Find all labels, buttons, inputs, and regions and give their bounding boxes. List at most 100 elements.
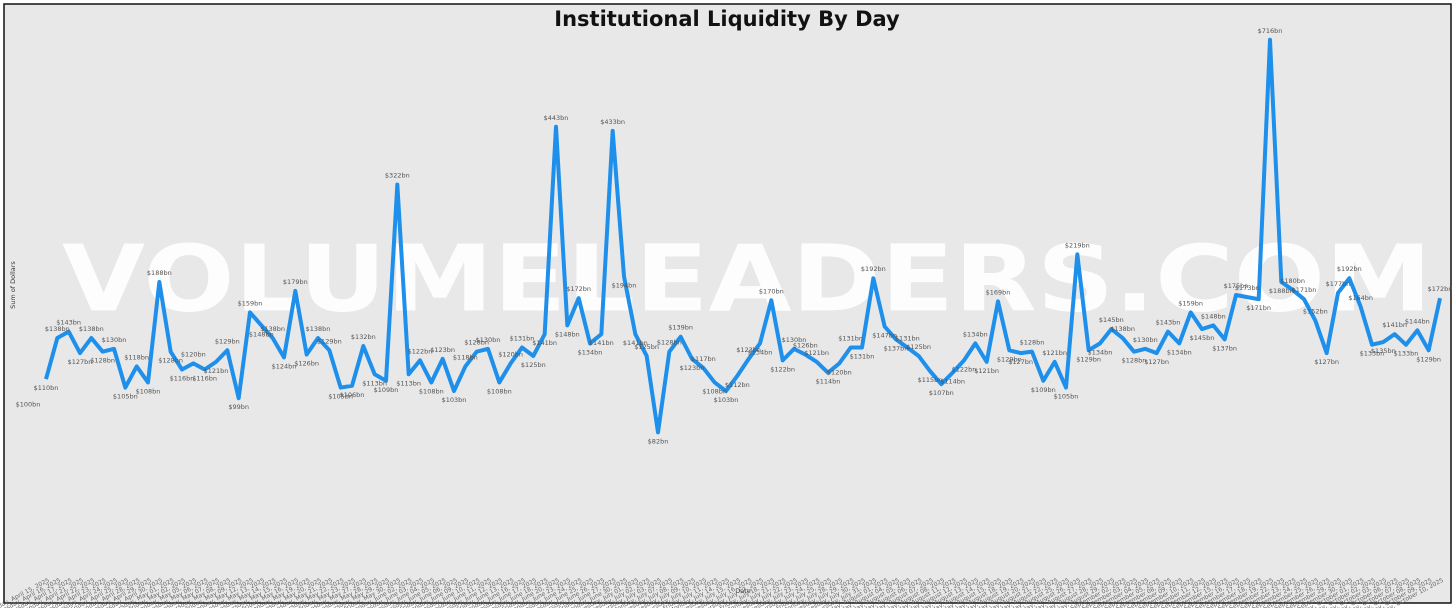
value-label: $127bn xyxy=(1314,358,1339,366)
value-label: $118bn xyxy=(124,353,149,361)
value-label: $148bn xyxy=(555,330,580,338)
value-label: $179bn xyxy=(283,278,308,286)
value-label: $141bn xyxy=(589,339,614,347)
value-label: $128bn xyxy=(1122,357,1147,365)
value-label: $169bn xyxy=(986,288,1011,296)
value-label: $109bn xyxy=(374,386,399,394)
watermark: VOLUMELEADERS.COM xyxy=(62,225,1432,332)
value-label: $141bn xyxy=(532,339,557,347)
value-label: $109bn xyxy=(1031,386,1056,394)
annotation: $100bn xyxy=(16,400,41,408)
value-label: $126bn xyxy=(294,360,319,368)
value-label: $130bn xyxy=(1133,336,1158,344)
value-label: $120bn xyxy=(181,350,206,358)
value-label: $123bn xyxy=(430,346,455,354)
value-label: $108bn xyxy=(136,387,161,395)
value-label: $114bn xyxy=(816,378,841,386)
value-label: $107bn xyxy=(929,389,954,397)
value-label: $106bn xyxy=(340,391,365,399)
x-axis-label: Date xyxy=(735,587,751,595)
value-label: $138bn xyxy=(45,325,70,333)
value-label: $130bn xyxy=(782,336,807,344)
value-label: $138bn xyxy=(260,325,285,333)
value-label: $152bn xyxy=(1303,308,1328,316)
value-label: $128bn xyxy=(158,357,183,365)
value-label: $126bn xyxy=(793,342,818,350)
value-label: $322bn xyxy=(385,172,410,180)
value-label: $133bn xyxy=(1394,350,1419,358)
value-label: $82bn xyxy=(648,437,669,445)
value-label: $133bn xyxy=(1360,350,1385,358)
value-label: $137bn xyxy=(884,344,909,352)
value-label: $103bn xyxy=(442,396,467,404)
chart-title: Institutional Liquidity By Day xyxy=(554,7,900,31)
value-label: $148bn xyxy=(1201,312,1226,320)
value-label: $131bn xyxy=(850,352,875,360)
value-label: $147bn xyxy=(872,332,897,340)
value-label: $128bn xyxy=(90,357,115,365)
value-label: $122bn xyxy=(952,365,977,373)
value-label: $121bn xyxy=(974,367,999,375)
value-label: $121bn xyxy=(204,367,229,375)
value-label: $127bn xyxy=(1144,358,1169,366)
value-label: $121bn xyxy=(1042,349,1067,357)
value-label: $130bn xyxy=(102,336,127,344)
value-label: $716bn xyxy=(1258,27,1283,35)
value-label: $131bn xyxy=(838,334,863,342)
value-label: $129bn xyxy=(317,337,342,345)
value-label: $175bn xyxy=(1224,282,1249,290)
value-label: $125bn xyxy=(634,343,659,351)
value-label: $105bn xyxy=(328,393,353,401)
value-label: $141bn xyxy=(623,339,648,347)
value-label: $192bn xyxy=(1337,265,1362,273)
value-label: $125bn xyxy=(906,343,931,351)
value-label: $129bn xyxy=(1416,355,1441,363)
value-label: $177bn xyxy=(1326,280,1351,288)
value-label: $131bn xyxy=(510,334,535,342)
value-label: $116bn xyxy=(192,375,217,383)
value-label: $159bn xyxy=(1178,299,1203,307)
value-label: $137bn xyxy=(1212,344,1237,352)
value-label: $443bn xyxy=(544,114,569,122)
value-label: $128bn xyxy=(657,339,682,347)
value-label: $135bn xyxy=(1371,347,1396,355)
value-label: $433bn xyxy=(600,118,625,126)
value-label: $108bn xyxy=(487,387,512,395)
value-label: $219bn xyxy=(1065,241,1090,249)
value-label: $108bn xyxy=(419,387,444,395)
value-label: $129bn xyxy=(215,337,240,345)
value-label: $128bn xyxy=(1020,339,1045,347)
value-label: $134bn xyxy=(1088,348,1113,356)
value-label: $110bn xyxy=(34,384,59,392)
value-label: $148bn xyxy=(249,330,274,338)
value-label: $164bn xyxy=(1348,294,1373,302)
value-label: $127bn xyxy=(68,358,93,366)
value-label: $115bn xyxy=(918,376,943,384)
value-label: $144bn xyxy=(1405,317,1430,325)
value-label: $172bn xyxy=(566,285,591,293)
value-label: $145bn xyxy=(1190,334,1215,342)
value-label: $171bn xyxy=(1292,286,1317,294)
value-label: $143bn xyxy=(56,319,81,327)
value-label: $116bn xyxy=(170,375,195,383)
value-label: $118bn xyxy=(453,353,478,361)
value-label: $139bn xyxy=(668,324,693,332)
value-label: $123bn xyxy=(736,346,761,354)
value-label: $143bn xyxy=(1156,319,1181,327)
value-label: $122bn xyxy=(770,365,795,373)
frame xyxy=(3,3,1452,604)
value-label: $171bn xyxy=(1246,304,1271,312)
value-label: $105bn xyxy=(1054,393,1079,401)
value-label: $134bn xyxy=(963,330,988,338)
value-label: $192bn xyxy=(861,265,886,273)
value-label: $138bn xyxy=(1110,325,1135,333)
value-label: $113bn xyxy=(396,379,421,387)
value-label: $113bn xyxy=(362,379,387,387)
value-label: $138bn xyxy=(306,325,331,333)
value-label: $188bn xyxy=(1269,287,1294,295)
value-label: $132bn xyxy=(351,333,376,341)
value-label: $103bn xyxy=(714,396,739,404)
value-label: $172bn xyxy=(1428,285,1453,293)
value-label: $122bn xyxy=(408,347,433,355)
